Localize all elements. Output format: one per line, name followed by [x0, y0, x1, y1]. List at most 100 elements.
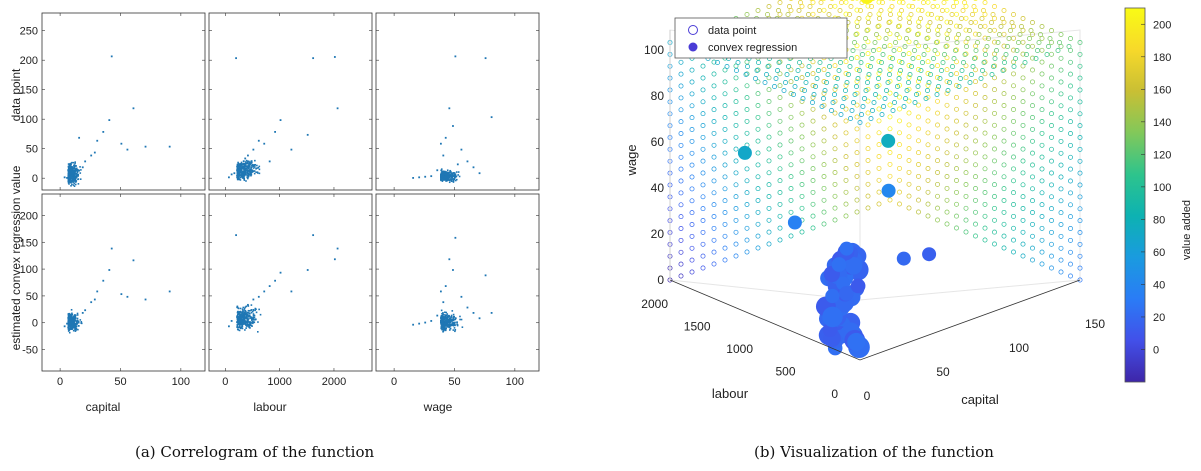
data-point-marker [843, 118, 849, 124]
scatter-point [69, 177, 71, 179]
scatter-point [240, 322, 242, 324]
scatter-point [255, 318, 257, 321]
y-tick-label: 250 [20, 26, 38, 38]
scatter-point [72, 167, 74, 170]
scatter-point [236, 323, 239, 326]
data-point-marker [1049, 63, 1054, 69]
scatter-point [452, 317, 454, 320]
scatter-point [75, 322, 77, 325]
data-point-marker [689, 79, 695, 85]
data-point-marker [935, 32, 941, 37]
scatter-point [244, 320, 247, 323]
data-point-marker [843, 177, 849, 183]
scatter-point [451, 176, 454, 178]
scatter-point [445, 171, 448, 173]
panel-frame [375, 193, 540, 372]
data-point-marker [975, 40, 980, 45]
data-point-marker [1077, 206, 1083, 212]
data-point-marker [949, 12, 955, 17]
data-point-marker [722, 79, 728, 85]
scatter-point [74, 174, 76, 176]
data-point-marker [1068, 178, 1073, 184]
data-point-marker [1035, 48, 1040, 53]
data-point-marker [876, 70, 882, 76]
data-point-marker [992, 134, 997, 140]
data-point-marker [854, 43, 860, 49]
scatter-point [442, 318, 445, 321]
data-point-marker [992, 217, 997, 223]
data-point-marker [909, 64, 914, 69]
scatter-point [69, 171, 72, 173]
scatter-point [251, 169, 254, 171]
scatter-point [250, 160, 253, 162]
scatter-point [75, 314, 77, 317]
scatter-point [102, 279, 105, 282]
data-point-marker [912, 100, 918, 105]
scatter-point [252, 298, 255, 301]
column-label-wage: wage [423, 400, 453, 414]
data-point-marker [1039, 95, 1045, 101]
scatter-point [237, 323, 240, 325]
scatter-point [77, 325, 80, 327]
data-point-marker [904, 36, 909, 41]
scatter-point [252, 165, 255, 168]
data-point-marker [876, 35, 882, 41]
scatter-point [241, 325, 243, 327]
scatter-point [452, 172, 454, 174]
scatter-point [246, 317, 248, 319]
scatter-point [256, 167, 258, 169]
data-point-marker [865, 51, 871, 57]
data-point-marker [914, 92, 919, 97]
data-point-marker [1068, 166, 1073, 172]
data-point-marker [895, 84, 900, 89]
data-point-marker [711, 237, 717, 243]
data-point-marker [711, 178, 717, 184]
data-point-marker [1020, 39, 1026, 45]
scatter-point [249, 172, 251, 174]
data-point-marker [876, 142, 882, 148]
data-point-marker [925, 82, 931, 88]
scatter-point [454, 323, 456, 326]
data-point-marker [1068, 190, 1073, 196]
scatter-point [242, 323, 245, 325]
data-point-marker [896, 76, 902, 81]
data-point-marker [865, 63, 871, 68]
data-point-marker [689, 67, 695, 73]
data-point-marker [869, 4, 874, 9]
data-point-marker [1039, 154, 1045, 160]
data-point-marker [700, 146, 706, 152]
data-point-marker [777, 213, 783, 219]
scatter-point [84, 160, 87, 163]
scatter-point [245, 167, 247, 170]
data-point-marker [817, 8, 822, 13]
data-point-marker [678, 178, 684, 184]
data-point-marker [678, 237, 684, 243]
data-point-marker [916, 67, 921, 72]
data-point-marker [1001, 67, 1007, 73]
data-point-marker [1058, 127, 1064, 132]
data-point-marker [982, 201, 988, 207]
data-point-marker [901, 104, 907, 109]
data-point-marker [1068, 142, 1073, 148]
data-point-marker [887, 90, 893, 96]
scatter-point [239, 179, 242, 181]
scatter-point [74, 169, 77, 172]
scatter-point [71, 316, 74, 319]
scatter-point [268, 160, 271, 163]
data-point-marker [887, 161, 893, 167]
data-point-marker [897, 35, 902, 41]
scatter-point [67, 322, 70, 324]
data-point-marker [887, 19, 893, 25]
scatter-point [250, 169, 253, 172]
data-point-marker [973, 233, 978, 239]
data-point-marker [805, 72, 810, 77]
data-point-marker [982, 166, 988, 172]
axes-box [669, 29, 1081, 301]
scatter-point [444, 328, 447, 331]
scatter-point [247, 160, 249, 162]
data-point-marker [856, 16, 862, 21]
data-point-marker [1077, 51, 1083, 57]
data-point-marker [992, 4, 997, 9]
scatter-point [70, 177, 72, 180]
